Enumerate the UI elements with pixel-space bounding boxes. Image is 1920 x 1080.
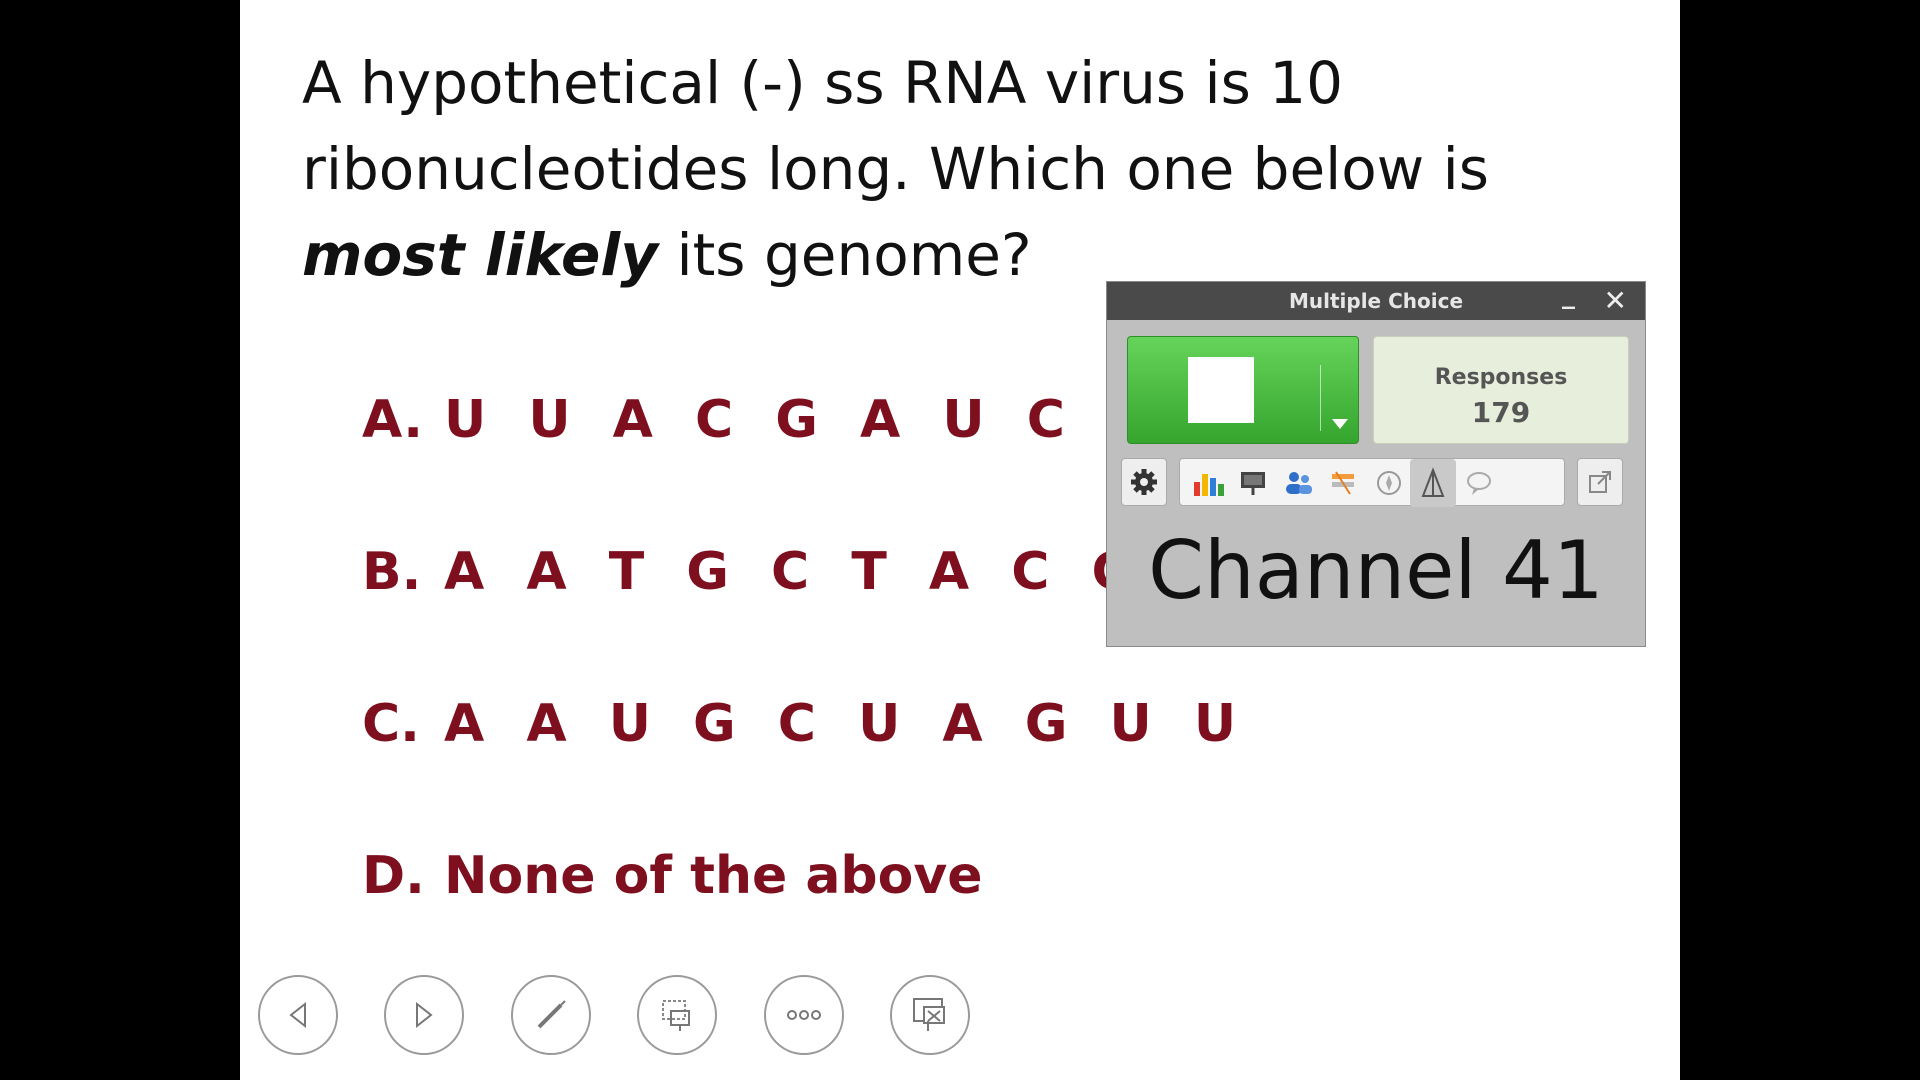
choice-text: U U A C G A U C A A xyxy=(444,390,1242,450)
bar-chart-icon[interactable] xyxy=(1186,459,1232,507)
stop-square-icon xyxy=(1188,357,1254,423)
question-emphasis: most likely xyxy=(302,221,659,289)
previous-icon[interactable] xyxy=(258,975,338,1055)
choice-letter: C. xyxy=(362,694,420,754)
choice-text: A A U G C U A G U U xyxy=(444,694,1249,754)
responses-panel[interactable]: Responses 179 xyxy=(1373,336,1629,444)
poll-toolbar xyxy=(1121,458,1633,510)
question-line-2: ribonucleotides long. Which one below is xyxy=(302,135,1489,203)
responses-count: 179 xyxy=(1471,396,1531,429)
chevron-down-icon[interactable] xyxy=(1332,419,1348,429)
pen-icon[interactable] xyxy=(511,975,591,1055)
choice-letter: A. xyxy=(362,390,423,450)
choice-a: A. U U A C G A U C A A xyxy=(362,390,1242,450)
flag-icon[interactable] xyxy=(1320,459,1366,507)
poll-title-bar[interactable]: Multiple Choice _ ✕ xyxy=(1107,280,1645,320)
question-line-1: A hypothetical (-) ss RNA virus is 10 xyxy=(302,49,1344,117)
poll-widget: Multiple Choice _ ✕ Responses 179 xyxy=(1106,280,1646,647)
start-poll-button[interactable] xyxy=(1127,336,1359,444)
choice-text: A A T G C T A C G G xyxy=(444,542,1231,602)
compass-icon[interactable] xyxy=(1366,459,1412,507)
responses-label: Responses xyxy=(1434,365,1568,390)
channel-label: Channel 41 xyxy=(1148,524,1604,617)
poll-title: Multiple Choice xyxy=(1288,289,1464,313)
choice-letter: D. xyxy=(362,846,425,906)
choice-c: C. A A U G C U A G U U xyxy=(362,694,1248,754)
more-icon[interactable] xyxy=(764,975,844,1055)
choice-b: B. A A T G C T A C G G xyxy=(362,542,1231,602)
toolbar-group xyxy=(1179,458,1565,507)
choice-text: None of the above xyxy=(444,846,983,906)
gear-icon[interactable] xyxy=(1121,458,1167,506)
tower-icon[interactable] xyxy=(1410,459,1456,507)
comment-icon[interactable] xyxy=(1456,459,1502,507)
slide-picker-icon[interactable] xyxy=(637,975,717,1055)
close-icon[interactable]: ✕ xyxy=(1603,284,1627,317)
end-show-icon[interactable] xyxy=(890,975,970,1055)
choice-letter: B. xyxy=(362,542,422,602)
question-line-3-rest: its genome? xyxy=(658,221,1032,289)
next-icon[interactable] xyxy=(384,975,464,1055)
slide: A hypothetical (-) ss RNA virus is 10 ri… xyxy=(240,0,1680,1080)
question-line-3: most likely its genome? xyxy=(302,212,1602,298)
participants-icon[interactable] xyxy=(1276,459,1322,507)
question-text: A hypothetical (-) ss RNA virus is 10 ri… xyxy=(302,40,1602,298)
presentation-icon[interactable] xyxy=(1230,459,1276,507)
export-icon[interactable] xyxy=(1577,458,1623,506)
choice-d: D. None of the above xyxy=(362,846,983,906)
button-divider xyxy=(1320,365,1321,431)
minimize-icon[interactable]: _ xyxy=(1562,280,1575,310)
